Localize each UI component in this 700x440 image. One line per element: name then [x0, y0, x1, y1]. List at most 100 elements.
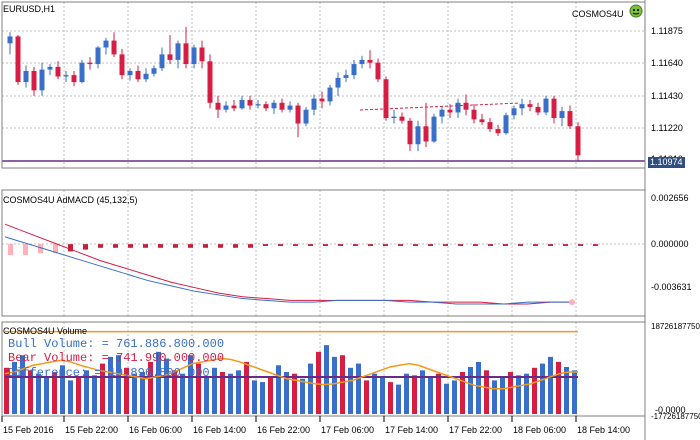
macd-hist-bar	[158, 244, 163, 248]
candle-body	[207, 61, 213, 103]
volume-bar	[308, 363, 313, 414]
volume-bar	[124, 367, 129, 414]
macd-hist-bar	[473, 244, 478, 246]
volume-bar	[572, 370, 577, 414]
volume-title: COSMOS4U Volume	[3, 326, 88, 336]
difference-label: Difference: = 19.896.800.000	[8, 366, 210, 380]
macd-hist-bar	[563, 244, 568, 246]
volume-bar	[500, 377, 505, 414]
volume-bar	[68, 380, 73, 414]
candle-body	[455, 102, 461, 113]
volume-bar	[92, 375, 97, 414]
candle-body	[103, 40, 109, 48]
volume-bar	[268, 377, 273, 414]
time-tick: 17 Feb 06:00	[321, 425, 375, 435]
volume-bar	[468, 366, 473, 414]
volume-bar	[172, 370, 177, 414]
macd-hist-bar	[293, 244, 298, 246]
price-tick-1: 1.11875	[651, 26, 683, 36]
volume-bar	[36, 373, 41, 414]
macd-hist-bar	[113, 244, 118, 248]
volume-bar	[404, 373, 409, 414]
candle-body	[351, 64, 357, 76]
macd-tick-bottom: -0.003631	[651, 282, 692, 292]
candle-body	[255, 104, 261, 106]
volume-bar	[252, 380, 257, 414]
volume-bar	[204, 376, 209, 414]
candle-body	[487, 122, 493, 130]
candle-body	[423, 126, 429, 142]
candle-body	[127, 70, 133, 76]
candle-body	[135, 70, 141, 80]
candle-body	[335, 77, 341, 88]
macd-hist-bar	[143, 244, 148, 248]
panel-frame	[1, 1, 646, 169]
volume-bar	[476, 361, 481, 414]
macd-hist-bar	[233, 244, 238, 248]
macd-hist-bar	[383, 244, 388, 246]
candle-body	[327, 87, 333, 102]
volume-bar	[260, 382, 265, 414]
volume-bar	[148, 361, 153, 414]
candle-body	[23, 70, 29, 83]
candle-body	[551, 98, 557, 118]
macd-hist-bar	[533, 244, 538, 246]
candle-body	[303, 109, 309, 124]
candle-body	[151, 68, 157, 74]
volume-bar	[436, 373, 441, 414]
macd-hist-bar	[83, 244, 88, 250]
macd-hist-bar	[428, 244, 433, 246]
macd-tick-zero: 0.000000	[651, 239, 689, 249]
candle-body	[271, 102, 277, 109]
expert-smiley-icon[interactable]	[629, 4, 643, 18]
candle-body	[375, 62, 381, 80]
symbol-title: EURUSD,H1	[3, 4, 56, 14]
macd-hist-bar	[548, 244, 553, 246]
volume-bar	[532, 367, 537, 414]
macd-hist-bar	[188, 244, 193, 248]
candle-body	[519, 104, 525, 109]
macd-marker	[569, 299, 575, 306]
candle-body	[479, 119, 485, 123]
volume-bar	[244, 361, 249, 414]
volume-bar	[60, 365, 65, 414]
trade-line	[359, 102, 521, 111]
candle-body	[95, 47, 101, 65]
candle-body	[439, 109, 445, 117]
macd-hist-bar	[443, 244, 448, 246]
candle-body	[119, 54, 125, 76]
volume-bar	[324, 345, 329, 414]
macd-hist-bar	[503, 244, 508, 246]
macd-hist-bar	[353, 244, 358, 246]
volume-bar	[140, 372, 145, 414]
candles-layer	[2, 26, 645, 162]
candle-body	[55, 66, 61, 77]
volume-bar	[396, 384, 401, 414]
candle-body	[111, 40, 117, 55]
volume-bar	[284, 372, 289, 414]
candle-body	[295, 105, 301, 124]
time-tick: 15 Feb 22:00	[65, 425, 119, 435]
candle-body	[575, 126, 581, 156]
candle-body	[503, 115, 509, 134]
time-tick: 18 Feb 06:00	[513, 425, 567, 435]
macd-hist-bar	[338, 244, 343, 246]
candle-body	[367, 59, 373, 63]
volume-bar	[428, 377, 433, 414]
volume-bar	[420, 370, 425, 414]
candle-body	[231, 105, 237, 109]
bear-volume-label: Bear Volume: = 741.990.000.000	[8, 351, 225, 365]
candle-body	[239, 100, 245, 109]
volume-bar	[4, 367, 9, 414]
volume-bar	[316, 351, 321, 414]
macd-hist-bar	[578, 244, 583, 246]
macd-hist-bar	[98, 244, 103, 248]
candle-body	[71, 75, 77, 83]
candle-body	[191, 47, 197, 65]
volume-bar	[332, 356, 337, 414]
candle-body	[183, 43, 189, 65]
candle-body	[215, 102, 221, 110]
macd-hist-bar	[413, 244, 418, 246]
volume-tick-top: 18726187750	[651, 322, 700, 331]
